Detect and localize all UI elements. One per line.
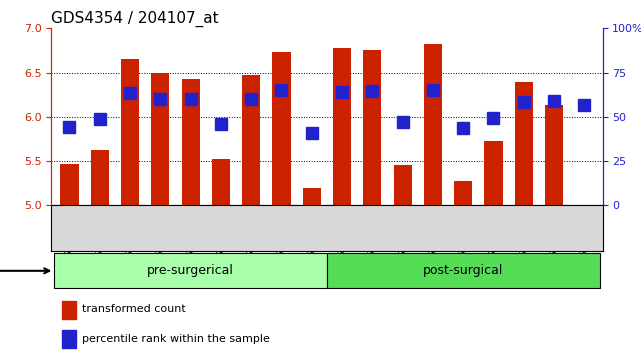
- Bar: [181, 79, 200, 205]
- Text: GSM746852: GSM746852: [519, 207, 528, 262]
- Bar: [485, 141, 503, 205]
- Bar: [62, 330, 76, 348]
- Text: GSM746843: GSM746843: [247, 207, 256, 262]
- Bar: [62, 301, 76, 319]
- Bar: [454, 181, 472, 205]
- Text: GSM746853: GSM746853: [549, 207, 558, 262]
- Bar: [515, 82, 533, 205]
- Text: pre-surgerical: pre-surgerical: [147, 264, 234, 277]
- Text: GSM746851: GSM746851: [489, 207, 498, 262]
- Bar: [54, 253, 327, 288]
- Text: GSM746847: GSM746847: [368, 207, 377, 262]
- Text: GSM746840: GSM746840: [156, 207, 165, 262]
- Bar: [333, 48, 351, 205]
- Text: GSM746842: GSM746842: [217, 207, 226, 262]
- Text: GSM746844: GSM746844: [277, 207, 286, 262]
- Text: GSM746837: GSM746837: [65, 207, 74, 262]
- Bar: [242, 75, 260, 205]
- Bar: [394, 165, 412, 205]
- Text: GSM746845: GSM746845: [307, 207, 316, 262]
- Bar: [90, 150, 109, 205]
- Text: GSM746838: GSM746838: [96, 207, 104, 262]
- Bar: [303, 188, 321, 205]
- Text: GSM746850: GSM746850: [459, 207, 468, 262]
- Text: GSM746846: GSM746846: [338, 207, 347, 262]
- Bar: [424, 44, 442, 205]
- Bar: [121, 59, 139, 205]
- Text: percentile rank within the sample: percentile rank within the sample: [81, 334, 269, 344]
- Text: transformed count: transformed count: [81, 304, 185, 314]
- Text: GDS4354 / 204107_at: GDS4354 / 204107_at: [51, 11, 219, 27]
- Bar: [363, 50, 381, 205]
- Text: GSM746848: GSM746848: [398, 207, 407, 262]
- Text: GSM746841: GSM746841: [186, 207, 195, 262]
- Bar: [151, 73, 169, 205]
- Text: GSM746849: GSM746849: [428, 207, 437, 262]
- Text: specimen: specimen: [0, 264, 49, 277]
- Bar: [272, 52, 290, 205]
- Bar: [545, 105, 563, 205]
- Text: post-surgical: post-surgical: [423, 264, 503, 277]
- Bar: [212, 159, 230, 205]
- Bar: [60, 164, 79, 205]
- Bar: [327, 253, 599, 288]
- Text: GSM746839: GSM746839: [126, 207, 135, 262]
- Text: GSM746854: GSM746854: [580, 207, 589, 262]
